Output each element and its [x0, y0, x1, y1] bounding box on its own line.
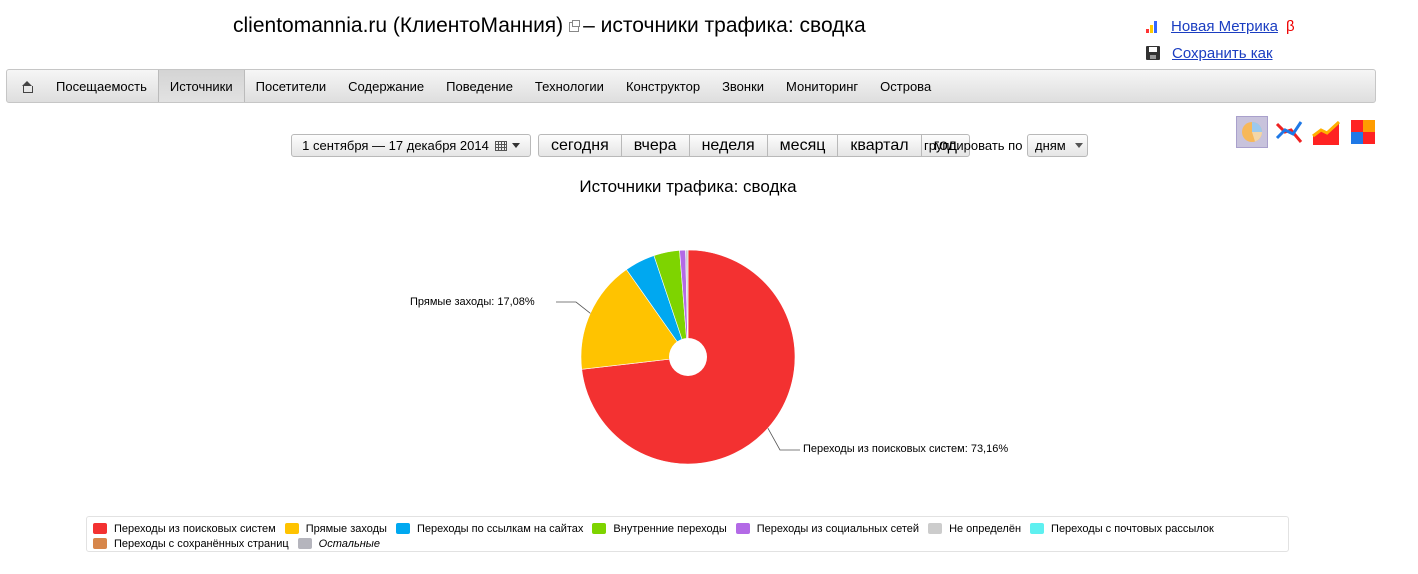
nav-item[interactable]: Острова [880, 78, 932, 94]
legend-swatch [928, 523, 943, 534]
save-icon [1146, 46, 1160, 60]
group-by-select[interactable]: дням [1027, 134, 1088, 157]
period-week-button[interactable]: неделя [688, 134, 767, 157]
legend-label: Прямые заходы [305, 522, 387, 535]
chart-type-switcher [1236, 116, 1379, 148]
legend-item[interactable]: Переходы из социальных сетей [735, 521, 920, 536]
pie-label-direct: Прямые заходы: 17,08% [410, 296, 535, 308]
legend-item[interactable]: Остальные [297, 536, 381, 551]
legend-swatch [735, 523, 750, 534]
legend-label: Переходы по ссылкам на сайтах [416, 522, 584, 535]
page-title: clientomannia.ru (КлиентоМанния) – источн… [233, 14, 866, 38]
legend-item[interactable]: Переходы по ссылкам на сайтах [395, 521, 584, 536]
nav-item[interactable]: Звонки [722, 78, 765, 94]
save-as-link[interactable]: Сохранить как [1172, 44, 1273, 62]
period-yesterday-button[interactable]: вчера [620, 134, 689, 157]
nav-item[interactable]: Поведение [446, 78, 513, 94]
legend-swatch [93, 523, 107, 534]
legend-swatch [93, 538, 107, 549]
nav-item[interactable]: Конструктор [625, 78, 701, 94]
legend-label: Переходы из социальных сетей [756, 522, 920, 535]
legend-label: Переходы с сохранённых страниц [114, 537, 289, 550]
legend-label: Не определён [949, 522, 1022, 535]
heatmap-icon[interactable] [1347, 116, 1379, 148]
pie-slice[interactable] [685, 249, 689, 358]
period-year-button[interactable]: год [920, 134, 970, 157]
legend-label: Переходы с почтовых рассылок [1051, 522, 1214, 535]
legend-swatch [1030, 523, 1045, 534]
legend-item[interactable]: Переходы из поисковых систем [93, 521, 276, 536]
pie-label-connector [556, 301, 591, 314]
open-window-icon[interactable] [569, 20, 581, 32]
legend-item[interactable]: Переходы с почтовых рассылок [1030, 521, 1214, 536]
top-links: Новая Метрика β Сохранить как [1146, 16, 1295, 70]
chart-title: Источники трафика: сводка [579, 177, 797, 196]
site-name: clientomannia.ru (КлиентоМанния) [233, 14, 564, 37]
group-by-value: дням [1035, 138, 1066, 153]
pie-label-search: Переходы из поисковых систем: 73,16% [803, 443, 1009, 455]
report-name: – источники трафика: сводка [583, 14, 866, 37]
chevron-down-icon [511, 143, 520, 148]
legend-swatch [592, 523, 607, 534]
chart-legend: Переходы из поисковых систем Прямые заход… [86, 516, 1289, 552]
date-range-picker[interactable]: 1 сентября — 17 декабря 2014 [291, 134, 531, 157]
legend-item[interactable]: Внутренние переходы [592, 521, 727, 536]
legend-swatch [297, 538, 312, 549]
legend-item[interactable]: Переходы с сохранённых страниц [93, 536, 289, 551]
legend-label: Остальные [318, 537, 381, 550]
legend-swatch [395, 523, 410, 534]
nav-item[interactable]: Посещаемость [56, 78, 147, 94]
date-range-label: 1 сентября — 17 декабря 2014 [302, 138, 489, 153]
beta-badge: β [1285, 17, 1295, 35]
nav-home[interactable] [7, 70, 45, 102]
period-month-button[interactable]: месяц [766, 134, 838, 157]
main-nav: Посещаемость Источники Посетители Содерж… [6, 69, 1376, 103]
legend-item[interactable]: Не определён [928, 521, 1021, 536]
group-by-label: группировать по [924, 138, 1023, 153]
nav-item[interactable]: Содержание [348, 78, 425, 94]
legend-label: Переходы из поисковых систем [114, 522, 276, 535]
nav-item[interactable]: Мониторинг [786, 78, 859, 94]
metrika-logo-icon [1146, 19, 1160, 33]
period-today-button[interactable]: сегодня [538, 134, 621, 157]
line-chart-icon[interactable] [1273, 116, 1305, 148]
legend-label: Внутренние переходы [613, 522, 727, 535]
legend-item[interactable]: Прямые заходы [284, 521, 387, 536]
pie-center-hole [669, 338, 707, 376]
home-icon [21, 80, 33, 93]
nav-item[interactable]: Посетители [255, 78, 327, 94]
nav-item-active[interactable]: Источники [157, 70, 245, 102]
area-chart-icon[interactable] [1310, 116, 1342, 148]
period-buttons: сегодня вчера неделя месяц квартал год [538, 134, 970, 157]
chevron-down-icon [1074, 143, 1083, 148]
nav-item[interactable]: Технологии [534, 78, 604, 94]
calendar-icon [494, 140, 507, 151]
legend-swatch [284, 523, 299, 534]
pie-label-connector [767, 427, 800, 451]
pie-chart-icon[interactable] [1236, 116, 1268, 148]
new-metrika-link[interactable]: Новая Метрика [1171, 17, 1278, 35]
period-quarter-button[interactable]: квартал [837, 134, 921, 157]
